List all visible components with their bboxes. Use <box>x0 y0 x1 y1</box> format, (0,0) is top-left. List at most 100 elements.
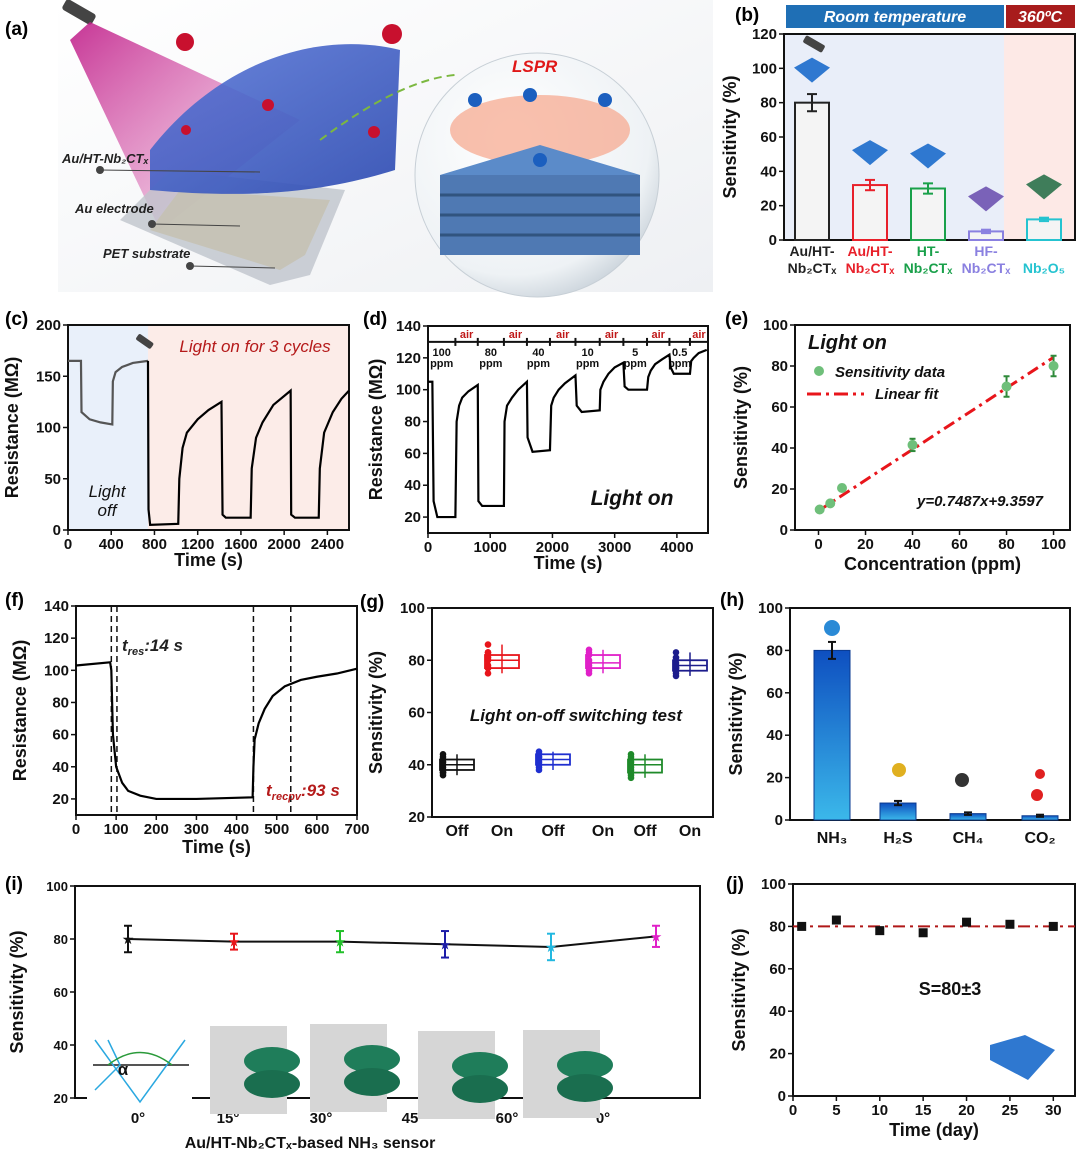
subscript: recpv <box>272 791 302 803</box>
y-tick-label: 0 <box>769 232 777 249</box>
x-tick-label: 0 <box>64 536 72 553</box>
data-point <box>484 649 492 656</box>
y-tick-label: 80 <box>54 932 68 947</box>
y-tick-label: 80 <box>52 694 69 711</box>
bar <box>852 184 888 241</box>
annotation: S=80±3 <box>919 979 981 999</box>
y-tick-label: 150 <box>36 368 61 385</box>
air-label: air <box>460 329 474 341</box>
category-label: CO₂ <box>1024 830 1055 847</box>
y-tick-label: 0 <box>775 812 783 829</box>
category-label: Off <box>541 823 565 840</box>
plot-frame <box>75 605 358 816</box>
x-tick-label: 20 <box>857 536 874 553</box>
bar <box>794 101 830 241</box>
substrate-label: PET substrate <box>103 246 190 261</box>
ppm-label: ppm <box>430 358 453 370</box>
data-point <box>1001 381 1012 392</box>
panel-letter: (c) <box>5 309 28 330</box>
star-marker: ★ <box>122 931 135 947</box>
data-point <box>484 662 492 669</box>
bend-arc <box>107 1051 173 1066</box>
x-tick-label: 2000 <box>536 539 569 556</box>
air-label: air <box>509 329 523 341</box>
x-tick-label: 30 <box>1045 1102 1062 1119</box>
y-tick-label: 100 <box>396 382 421 399</box>
leader-line <box>189 265 276 269</box>
panel-b-chart: 0 20 40 60 80 100 120 Sensitivity (%) Room tempe… <box>720 5 1076 276</box>
y-tick-label: 20 <box>404 509 421 526</box>
x-tick-label: 60 <box>951 536 968 553</box>
x-tick-label: 15 <box>915 1102 932 1119</box>
x-tick-label: 5 <box>832 1102 840 1119</box>
high-temperature-region <box>1004 34 1075 240</box>
bar <box>910 187 946 241</box>
flashlight-icon <box>136 334 154 349</box>
data-point <box>875 926 885 936</box>
water-molecule-icon <box>382 24 402 44</box>
y-tick-label: 40 <box>766 727 783 744</box>
ammonia-molecule-icon <box>533 153 547 167</box>
category-label: Nb₂CTₓ <box>962 260 1012 276</box>
x-tick-label: 800 <box>142 536 167 553</box>
y-tick-label: 100 <box>763 317 788 334</box>
angle-label: α <box>118 1060 129 1079</box>
glove-finger <box>557 1074 613 1102</box>
series-line <box>146 360 350 527</box>
y-tick-label: 140 <box>44 598 69 615</box>
data-point <box>585 656 593 664</box>
y-tick-label: 120 <box>44 630 69 647</box>
water-molecule-icon <box>181 125 191 135</box>
x-tick-label: 600 <box>304 821 329 838</box>
y-tick-label: 100 <box>36 420 61 437</box>
data-point <box>1005 919 1015 929</box>
panel-letter: (b) <box>735 5 759 26</box>
diagram-line <box>94 1039 121 1091</box>
category-label: On <box>491 823 513 840</box>
y-tick-label: 100 <box>752 60 777 77</box>
category-label: CH₄ <box>953 830 984 847</box>
electrode-label: Au electrode <box>74 201 154 216</box>
y-tick-label: 40 <box>408 757 425 774</box>
data-point <box>484 670 492 677</box>
y-tick-label: 40 <box>54 1038 68 1053</box>
category-label: 60° <box>496 1110 519 1127</box>
y-tick-label: 40 <box>52 759 69 776</box>
x-axis-label: Time (day) <box>889 1120 979 1140</box>
y-tick-label: 80 <box>760 95 777 112</box>
x-tick-label: 1000 <box>474 539 507 556</box>
x-tick-label: 40 <box>904 536 921 553</box>
data-point <box>484 641 492 648</box>
category-label: Nb₂O₅ <box>1023 260 1065 276</box>
x-tick-label: 20 <box>958 1102 975 1119</box>
pet-substrate-layer <box>120 170 345 285</box>
leader-line <box>151 223 241 227</box>
series-line <box>75 661 358 801</box>
data-point <box>1048 921 1058 931</box>
category-label: Off <box>633 823 657 840</box>
value: :93 s <box>301 781 340 800</box>
glove-finger <box>244 1047 300 1075</box>
x-tick-label: 80 <box>998 536 1015 553</box>
category-label: Off <box>445 823 469 840</box>
category-label: Nb₂CTₓ <box>846 260 896 276</box>
star-marker: ★ <box>545 939 558 955</box>
x-tick-label: 3000 <box>598 539 631 556</box>
symbol: t <box>122 636 129 655</box>
legend-label: Sensitivity data <box>835 364 945 381</box>
y-tick-label: 0 <box>780 522 788 539</box>
y-tick-label: 0 <box>53 522 61 539</box>
ammonia-molecule-icon <box>468 93 482 107</box>
y-tick-label: 140 <box>396 318 421 335</box>
y-tick-label: 40 <box>769 1003 786 1020</box>
water-molecule-icon <box>262 99 274 111</box>
mxene-layer-icon <box>852 140 888 166</box>
y-axis-label: Sensitivity (%) <box>726 652 746 775</box>
mxene-layer-icon <box>968 186 1004 212</box>
linear-fit-line <box>817 356 1055 513</box>
lspr-label: LSPR <box>512 57 558 76</box>
bending-photo <box>210 1026 300 1114</box>
y-tick-label: 40 <box>771 440 788 457</box>
